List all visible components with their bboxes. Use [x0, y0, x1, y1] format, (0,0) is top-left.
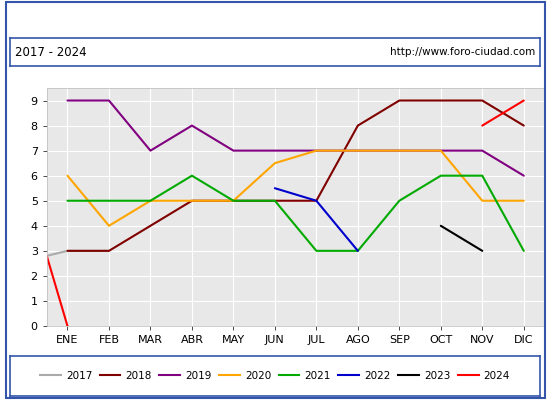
Legend: 2017, 2018, 2019, 2020, 2021, 2022, 2023, 2024: 2017, 2018, 2019, 2020, 2021, 2022, 2023… — [36, 367, 514, 385]
Text: http://www.foro-ciudad.com: http://www.foro-ciudad.com — [389, 47, 535, 57]
Text: Evolucion del paro registrado en Calonge de Segarra: Evolucion del paro registrado en Calonge… — [57, 10, 493, 26]
Text: 2017 - 2024: 2017 - 2024 — [15, 46, 87, 58]
